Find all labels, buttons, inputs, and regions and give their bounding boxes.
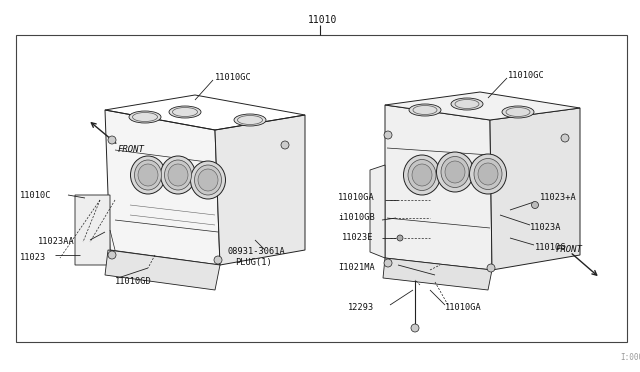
Text: 11010GD: 11010GD bbox=[115, 278, 152, 286]
Ellipse shape bbox=[134, 160, 161, 190]
Polygon shape bbox=[385, 105, 492, 270]
Text: I:000PC: I:000PC bbox=[620, 353, 640, 362]
Ellipse shape bbox=[409, 104, 441, 116]
Ellipse shape bbox=[169, 106, 201, 118]
Ellipse shape bbox=[161, 156, 195, 194]
Ellipse shape bbox=[441, 157, 469, 187]
Polygon shape bbox=[385, 92, 580, 120]
Ellipse shape bbox=[445, 161, 465, 183]
Text: 11010GA: 11010GA bbox=[338, 193, 375, 202]
Bar bbox=[16, 35, 627, 342]
Text: 11023E: 11023E bbox=[342, 234, 374, 243]
Text: FRONT: FRONT bbox=[118, 145, 145, 154]
Text: PLUG(1): PLUG(1) bbox=[235, 259, 272, 267]
Polygon shape bbox=[370, 165, 385, 258]
Polygon shape bbox=[105, 250, 220, 290]
Ellipse shape bbox=[451, 98, 483, 110]
Ellipse shape bbox=[436, 152, 474, 192]
Text: 11010: 11010 bbox=[308, 15, 337, 25]
Circle shape bbox=[411, 324, 419, 332]
Text: 11010GA: 11010GA bbox=[445, 304, 482, 312]
Polygon shape bbox=[75, 195, 110, 265]
Ellipse shape bbox=[403, 155, 440, 195]
Polygon shape bbox=[383, 258, 492, 290]
Polygon shape bbox=[105, 110, 220, 265]
Circle shape bbox=[281, 141, 289, 149]
Text: 08931-3061A: 08931-3061A bbox=[228, 247, 285, 257]
Polygon shape bbox=[215, 115, 305, 265]
Ellipse shape bbox=[191, 161, 225, 199]
Ellipse shape bbox=[470, 154, 506, 194]
Ellipse shape bbox=[138, 164, 158, 186]
Text: FRONT: FRONT bbox=[556, 246, 583, 254]
Text: i1010GB: i1010GB bbox=[338, 214, 375, 222]
Ellipse shape bbox=[478, 163, 498, 185]
Ellipse shape bbox=[234, 114, 266, 126]
Text: 11023+A: 11023+A bbox=[540, 193, 577, 202]
Text: 11010GC: 11010GC bbox=[215, 74, 252, 83]
Ellipse shape bbox=[168, 164, 188, 186]
Circle shape bbox=[397, 235, 403, 241]
Ellipse shape bbox=[412, 164, 432, 186]
Circle shape bbox=[561, 134, 569, 142]
Text: 11023: 11023 bbox=[20, 253, 46, 263]
Text: 11023AA: 11023AA bbox=[38, 237, 75, 247]
Ellipse shape bbox=[502, 106, 534, 118]
Text: 12293: 12293 bbox=[348, 304, 374, 312]
Ellipse shape bbox=[131, 156, 166, 194]
Circle shape bbox=[384, 131, 392, 139]
Ellipse shape bbox=[198, 169, 218, 191]
Circle shape bbox=[108, 136, 116, 144]
Ellipse shape bbox=[164, 160, 191, 190]
Text: 11023A: 11023A bbox=[530, 224, 561, 232]
Ellipse shape bbox=[129, 111, 161, 123]
Circle shape bbox=[487, 264, 495, 272]
Text: 11010G: 11010G bbox=[535, 244, 566, 253]
Circle shape bbox=[108, 251, 116, 259]
Ellipse shape bbox=[474, 158, 502, 189]
Text: I1021MA: I1021MA bbox=[338, 263, 375, 273]
Text: 11010C: 11010C bbox=[20, 190, 51, 199]
Ellipse shape bbox=[408, 160, 436, 190]
Circle shape bbox=[384, 259, 392, 267]
Polygon shape bbox=[490, 108, 580, 270]
Text: 11010GC: 11010GC bbox=[508, 71, 545, 80]
Ellipse shape bbox=[195, 165, 221, 195]
Circle shape bbox=[531, 202, 538, 208]
Circle shape bbox=[214, 256, 222, 264]
